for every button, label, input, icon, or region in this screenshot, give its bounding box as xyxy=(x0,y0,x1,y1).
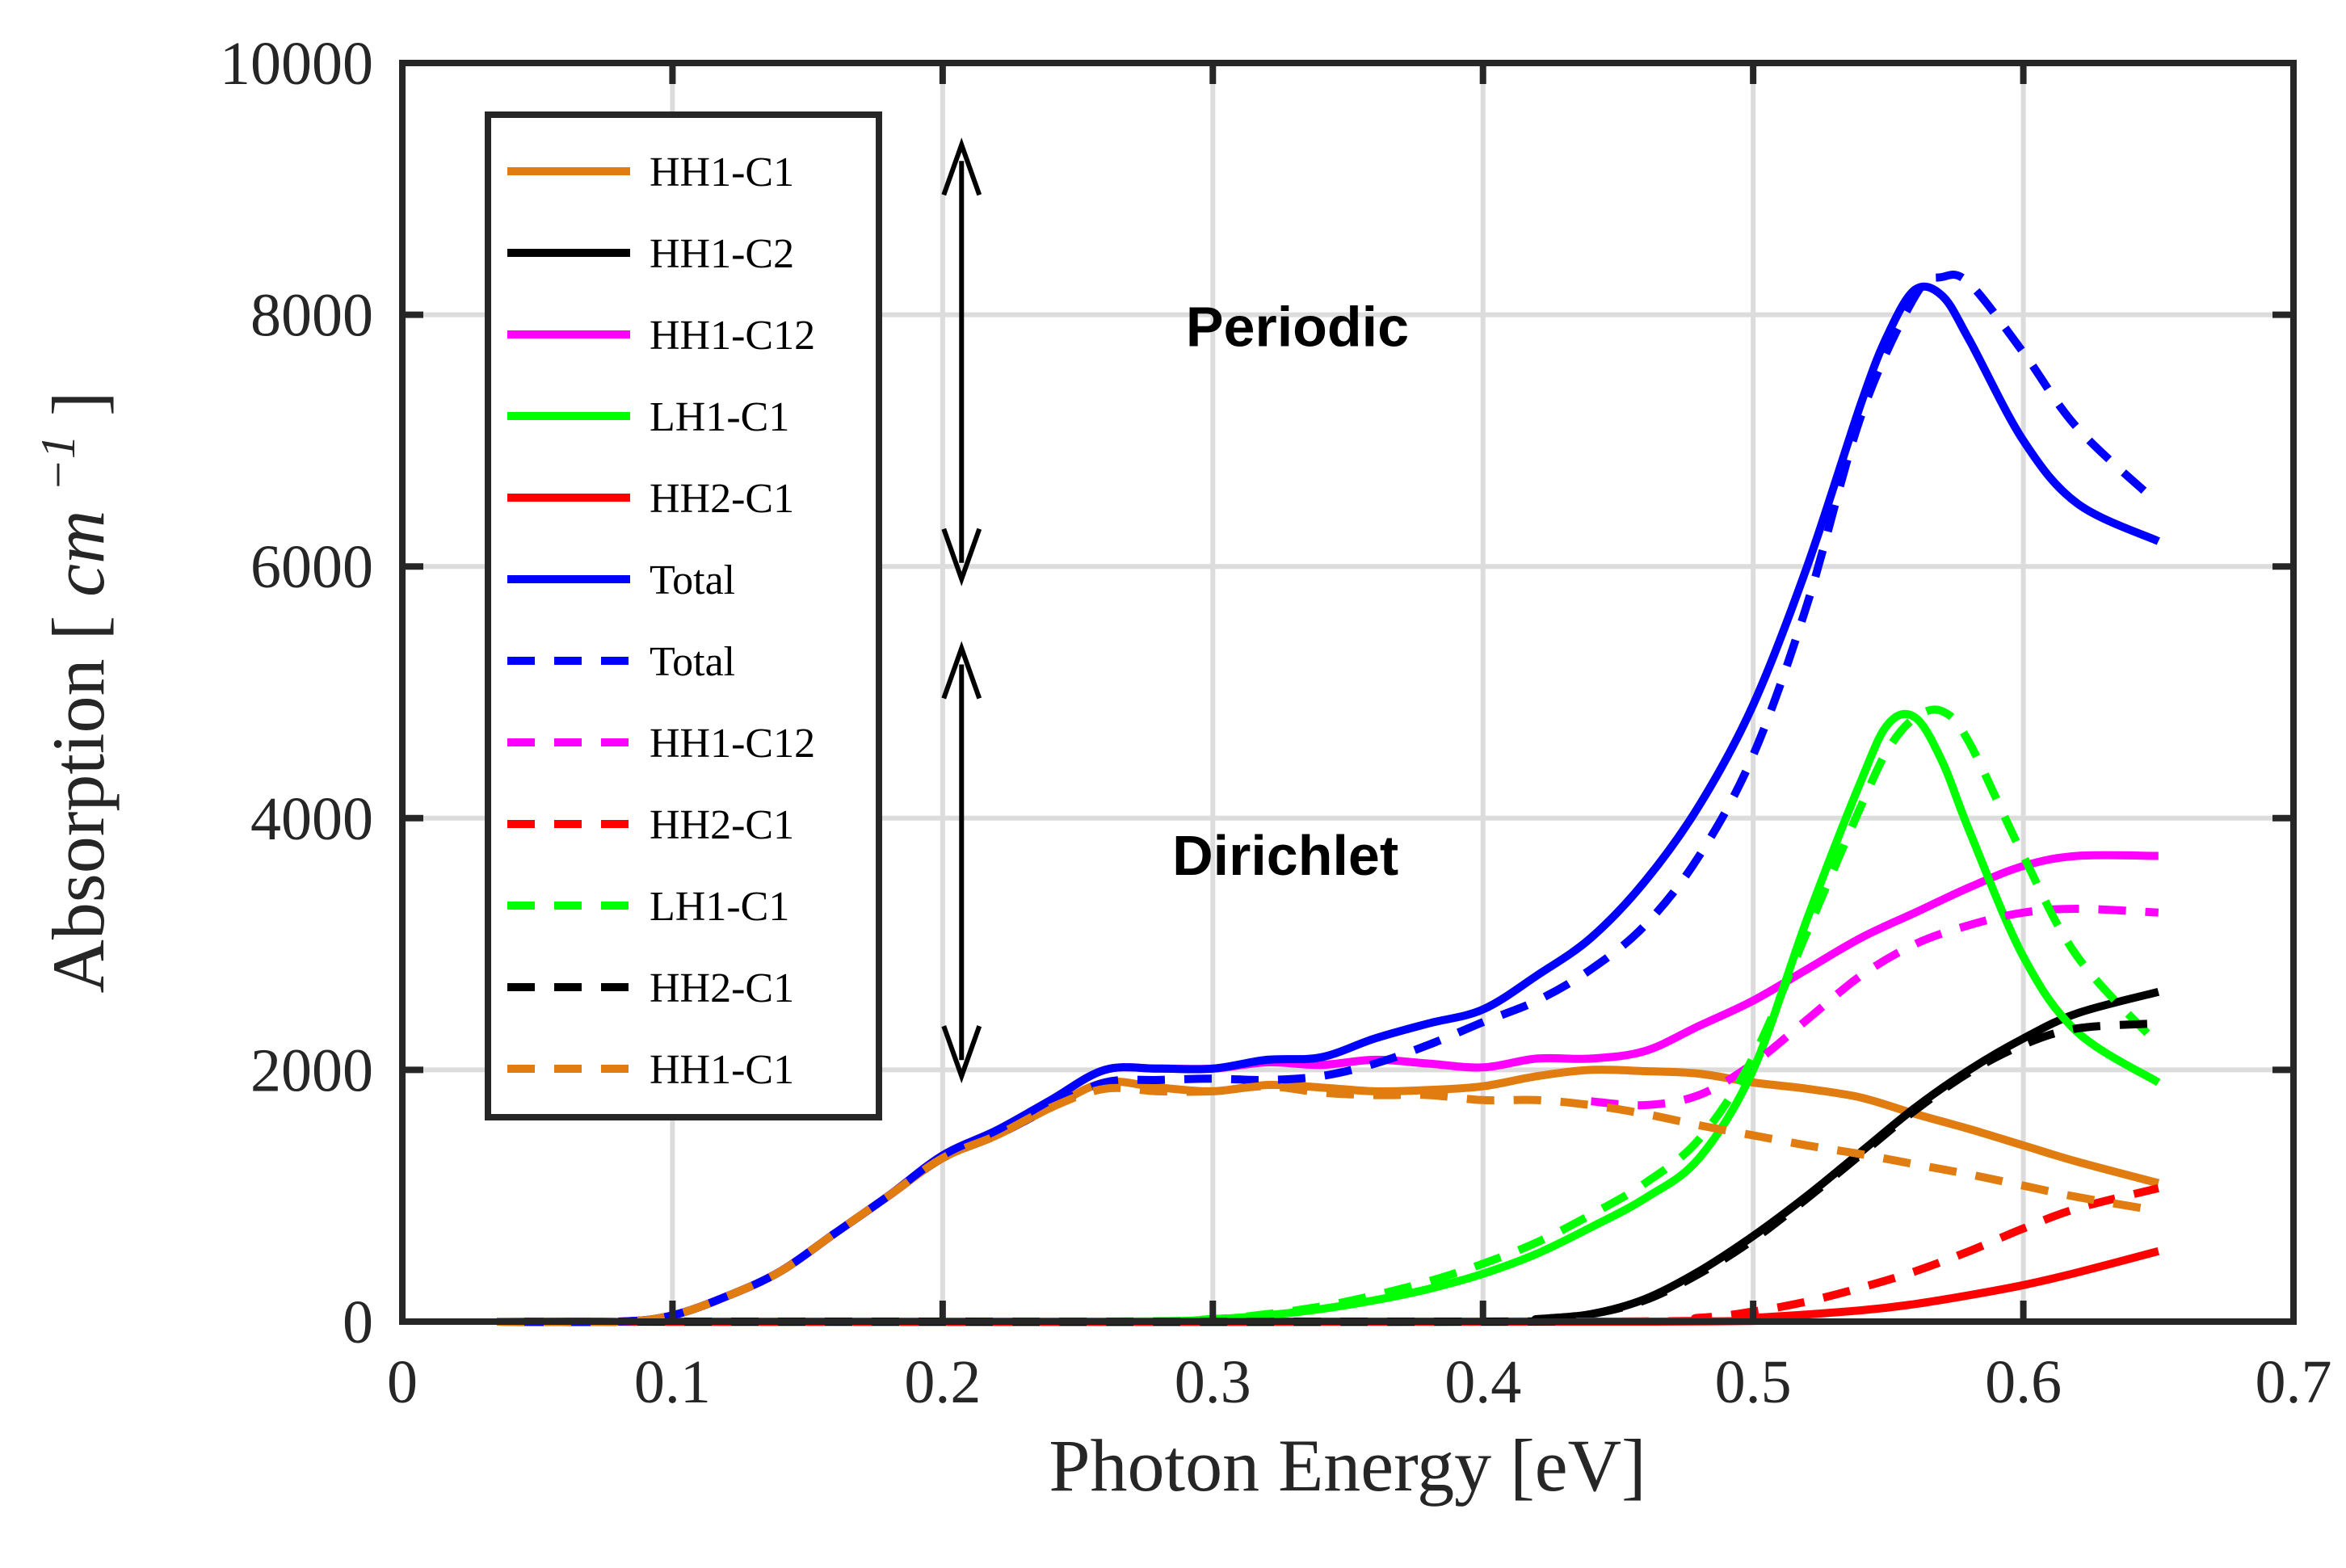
arrow-head-up xyxy=(941,137,982,196)
periodic-arrow xyxy=(941,137,982,586)
arrow-head-up xyxy=(941,641,982,700)
legend-label-hh1-c1: HH1-C1 xyxy=(650,1047,794,1093)
annotation-dirichlet: Dirichlet xyxy=(1172,824,1398,887)
x-tick-label: 0 xyxy=(387,1348,418,1416)
x-axis-title: Photon Energy [eV] xyxy=(1049,1424,1646,1507)
arrow-head-down xyxy=(941,1025,982,1084)
legend-label-hh1-c1: HH1-C1 xyxy=(650,149,794,195)
y-tick-label: 4000 xyxy=(250,785,373,853)
y-axis-title-unit: cm xyxy=(37,511,120,597)
arrow-head-down xyxy=(941,528,982,586)
y-tick-label: 6000 xyxy=(250,533,373,601)
x-tick-label: 0.3 xyxy=(1175,1348,1251,1416)
legend-label-lh1-c1: LH1-C1 xyxy=(650,884,789,930)
x-tick-label: 0.1 xyxy=(634,1348,711,1416)
axis-ticks: 0 0.1 0.2 0.3 0.4 0.5 0.6 0.7 0 2000 4000 6000 8000 1… xyxy=(220,30,2332,1416)
series-line-hh2-c1-dashed xyxy=(497,1019,2159,1326)
dirichlet-arrow xyxy=(941,641,982,1084)
x-tick-label: 0.5 xyxy=(1715,1348,1792,1416)
legend-label-hh2-c1: HH2-C1 xyxy=(650,802,794,848)
annotations: Periodic Dirichlet xyxy=(941,137,1409,1084)
legend-label-hh1-c2: HH1-C2 xyxy=(650,231,794,277)
axes-frame xyxy=(399,60,2297,1325)
x-tick-label: 0.7 xyxy=(2256,1348,2332,1416)
legend-label-hh1-c12: HH1-C12 xyxy=(650,721,815,767)
y-axis-title-main: Absorption xyxy=(37,659,120,994)
x-tick-label: 0.4 xyxy=(1444,1348,1521,1416)
y-tick-label: 10000 xyxy=(220,30,373,98)
series-line-hh1-c1-dashed xyxy=(497,1082,2159,1326)
legend-label-hh1-c12: HH1-C12 xyxy=(650,313,815,359)
x-tick-label: 0.6 xyxy=(1985,1348,2062,1416)
legend-label-hh2-c1: HH2-C1 xyxy=(650,476,794,522)
legend-label-lh1-c1: LH1-C1 xyxy=(650,394,789,440)
y-tick-label: 2000 xyxy=(250,1036,373,1104)
y-tick-label: 8000 xyxy=(250,282,373,350)
y-tick-label: 0 xyxy=(343,1288,373,1356)
y-axis-title-bracket-open: [ xyxy=(37,616,120,641)
legend: HH1-C1 HH1-C2 HH1-C12 LH1-C1 HH2-C1 Total Tota… xyxy=(485,111,882,1120)
series-line-total-dashed xyxy=(497,270,2162,1326)
y-axis-title: Absorption [ cm −1 ] xyxy=(8,391,120,993)
series-line-hh1-c12-dashed xyxy=(1591,905,2159,1110)
legend-label-hh2-c1: HH2-C1 xyxy=(650,965,794,1011)
legend-label-total: Total xyxy=(650,639,735,685)
legend-box xyxy=(485,111,882,1120)
annotation-periodic: Periodic xyxy=(1186,296,1409,359)
y-axis-title-bracket-close: ] xyxy=(37,391,120,416)
y-axis-title-exponent: −1 xyxy=(32,435,85,492)
legend-label-total: Total xyxy=(650,557,735,603)
x-tick-label: 0.2 xyxy=(904,1348,981,1416)
